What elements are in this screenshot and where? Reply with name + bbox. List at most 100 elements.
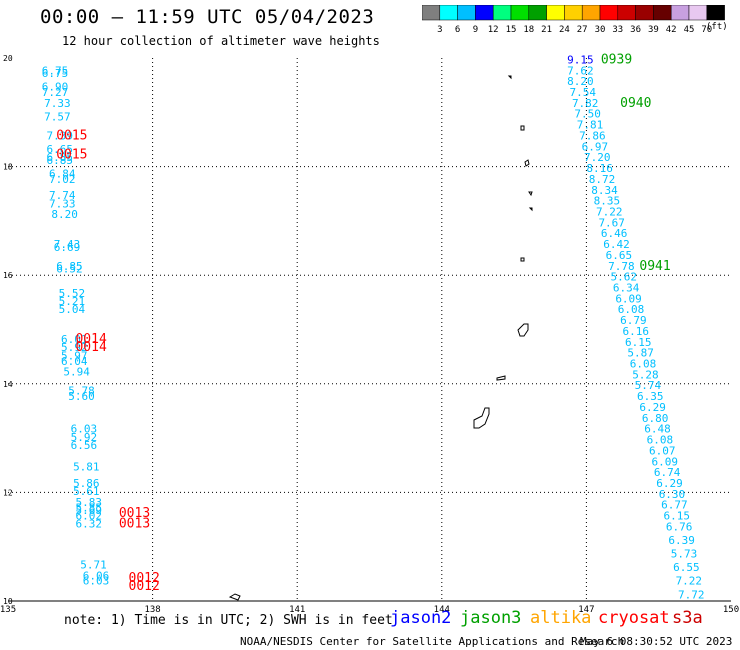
wave-height-label: 7.50 [574,108,601,121]
wave-height-label: 5.85 [75,501,102,514]
wave-height-label: 6.06 [83,569,110,582]
y-tick-label: 14 [3,380,13,389]
pass-time-label: 0940 [620,96,651,111]
wave-height-label: 7.33 [44,97,71,110]
wave-height-label: 6.04 [61,355,88,368]
wave-height-label: 5.86 [73,477,100,490]
x-tick-label: 141 [289,605,305,615]
colorbar-tick-label: 24 [559,25,570,35]
island-outline [473,407,490,429]
wave-height-label: 7.82 [572,97,599,110]
wave-height-label: 6.46 [601,227,628,240]
wave-height-label: 5.97 [61,349,88,362]
wave-height-label: 5.92 [61,341,88,354]
wave-height-label: 6.85 [56,260,82,273]
colorbar-legend: 3 6 9 12 15 18 21 24 27 30 33 36 39 42 45 70 [422,5,725,35]
x-tick-label: 147 [578,605,594,615]
wave-height-label: 6.77 [661,499,688,512]
wave-height-label: 6.75 [42,64,69,77]
wave-height-label: 5.04 [59,303,86,316]
island-outline [528,207,533,212]
wave-height-label: 7.33 [49,197,76,210]
wave-height-label: 6.29 [639,401,666,414]
wave-height-label: 6.03 [71,423,98,436]
mission-legend-jason2: jason2 [390,608,452,628]
wave-height-label: 7.81 [577,119,604,132]
wave-height-label: 7.02 [49,173,76,186]
wave-height-label: 7.22 [676,575,703,588]
pass-time-label: 0014 [75,332,106,347]
wave-height-label: 5.74 [635,379,662,392]
wave-height-label: 5.78 [68,385,95,398]
wave-height-label: 6.03 [83,575,110,588]
colorbar-tick-label: 42 [666,25,677,35]
wave-height-label: 7.62 [567,64,594,77]
island-outline [507,75,512,80]
mission-legend-s3a: s3a [672,608,703,628]
x-tick-label: 135 [0,605,16,615]
colorbar-swatch [706,5,725,21]
wave-height-label: 6.76 [666,520,693,533]
colorbar-tick-label: 30 [595,25,606,35]
wave-height-label: 6.90 [42,81,69,94]
chart-subtitle: 12 hour collection of altimeter wave hei… [62,34,380,48]
wave-height-label: 6.69 [54,241,81,254]
colorbar-tick-label: 18 [523,25,534,35]
wave-height-label: 6.16 [623,325,650,338]
wave-height-label: 7.67 [598,216,625,229]
wave-height-label: 7.22 [596,205,623,218]
wave-height-label: 6.32 [75,518,102,531]
x-tick-label: 150 [723,605,739,615]
wave-height-label: 6.97 [582,140,609,153]
wave-height-label: 6.84 [49,167,76,180]
wave-height-label: 7.57 [44,110,71,123]
wave-height-label: 6.42 [603,238,630,251]
wave-height-label: 7.86 [579,129,606,142]
wave-height-label: 8.16 [586,162,613,175]
wave-height-label: 6.08 [647,434,674,447]
wave-height-label: 5.61 [73,485,100,498]
wave-height-label: 5.62 [611,271,638,284]
wave-height-label: 6.34 [613,281,640,294]
wave-height-label: 6.48 [644,423,671,436]
wave-height-label: 6.65 [606,249,633,262]
pass-time-label: 0012 [129,579,160,594]
colorbar-tick-label: 70 [701,25,712,35]
x-tick-label: 138 [144,605,160,615]
wave-height-label: 6.29 [656,477,683,490]
wave-height-label: 6.85 [47,151,73,164]
island-outline [520,257,525,262]
island-outline [228,593,241,601]
pass-time-label: 0013 [119,506,150,521]
wave-height-label: 5.60 [68,390,95,403]
wave-height-label: 5.87 [627,347,654,360]
wave-height-label: 7.39 [47,129,73,142]
wave-height-label: 6.75 [42,67,69,80]
mission-legend-cryosat: cryosat [598,608,670,628]
wave-height-label: 7.74 [49,189,76,202]
wave-height-label: 6.08 [630,358,657,371]
chart-title: 00:00 – 11:59 UTC 05/04/2023 [40,6,375,28]
footer-credit: NOAA/NESDIS Center for Satellite Applica… [240,635,625,648]
colorbar-tick-label: 27 [577,25,588,35]
wave-height-label: 5.73 [671,548,698,561]
wave-height-label: 5.21 [59,295,86,308]
wave-height-label: 7.78 [608,260,635,273]
mission-legend-altika: altika [530,608,592,628]
pass-time-label: 0014 [75,340,106,355]
colorbar-tick-label: 36 [630,25,641,35]
pass-time-label: 0941 [639,259,670,274]
colorbar-tick-label: 9 [473,25,478,35]
pass-time-label: 0013 [119,517,150,532]
wave-height-label: 5.52 [59,287,86,300]
wave-height-label: 6.15 [625,336,652,349]
wave-height-label: 5.92 [71,431,98,444]
colorbar-tick-label: 33 [612,25,623,35]
wave-height-label: 8.35 [594,195,621,208]
footer-timestamp: May 6 08:30:52 UTC 2023 [580,635,733,648]
colorbar-tick-label: 21 [541,25,552,35]
footer-note: note: 1) Time is in UTC; 2) SWH is in fe… [64,613,393,628]
wave-height-label: 9.15 [567,53,594,66]
colorbar-tick-label: 12 [488,25,499,35]
colorbar-tick-label: 3 [437,25,442,35]
